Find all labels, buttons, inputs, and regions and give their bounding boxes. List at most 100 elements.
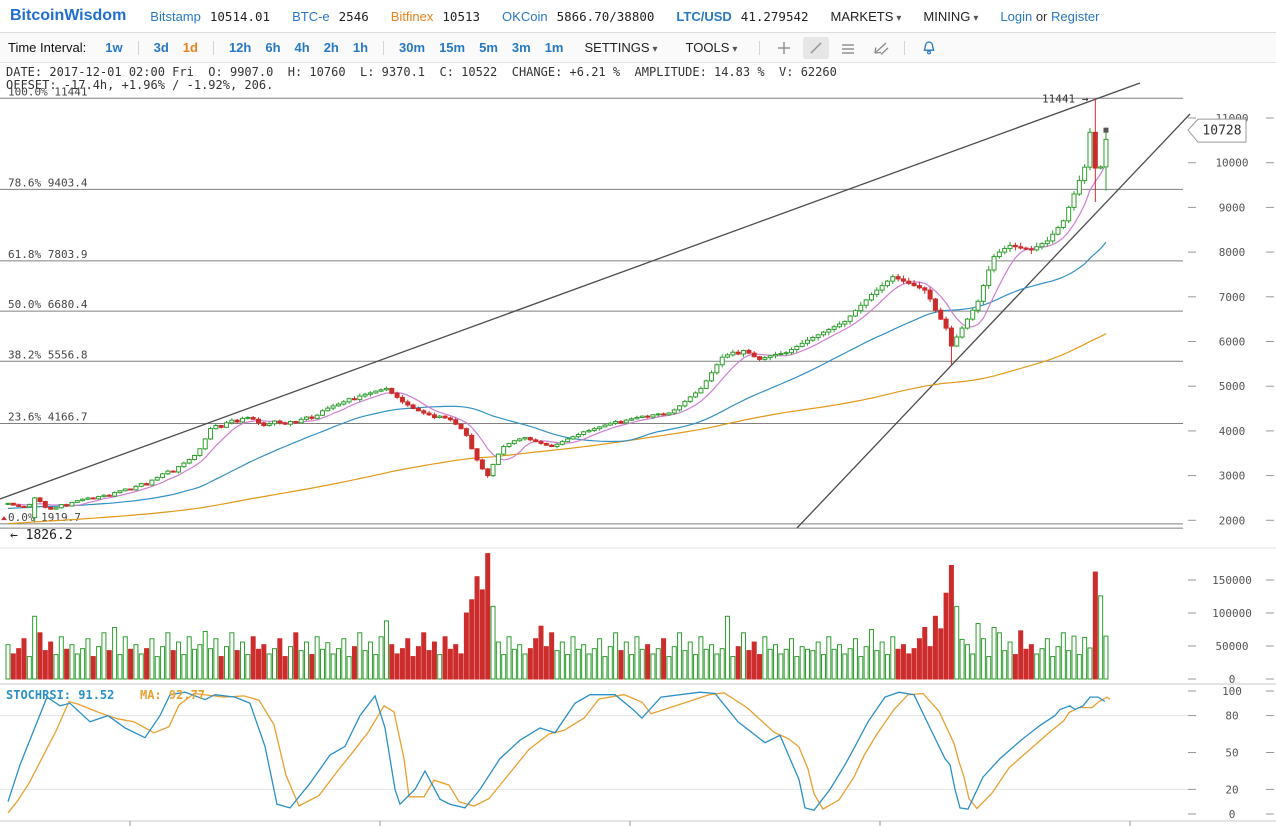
candle <box>1087 131 1093 168</box>
volume-bar <box>559 641 565 680</box>
volume-bar <box>874 650 880 680</box>
volume-bar <box>842 653 848 680</box>
price-axis-label: 7000 <box>1219 291 1246 304</box>
volume-bar <box>629 654 635 680</box>
volume-bar <box>725 615 731 680</box>
candle <box>1050 233 1056 242</box>
chart-toolbar: Time Interval: 1w 3d 1d 12h 6h 4h 2h 1h … <box>0 33 1276 63</box>
register-link[interactable]: Register <box>1051 8 1100 24</box>
interval-1w[interactable]: 1w <box>105 40 123 55</box>
interval-5m[interactable]: 5m <box>479 40 498 55</box>
volume-bar <box>852 638 858 680</box>
candle <box>1076 180 1082 195</box>
candle <box>181 462 187 468</box>
candle <box>431 414 437 418</box>
interval-12h[interactable]: 12h <box>228 40 252 55</box>
volume-bar <box>1082 636 1088 680</box>
candle <box>991 256 997 271</box>
candle <box>160 473 166 478</box>
candle <box>666 412 672 416</box>
volume-bar <box>42 650 48 680</box>
alert-bell-icon[interactable] <box>916 37 942 59</box>
candle <box>735 351 741 355</box>
volume-bar <box>1044 638 1050 680</box>
volume-bar <box>650 653 656 680</box>
candle <box>789 349 795 354</box>
price-axis-label: 8000 <box>1219 246 1246 259</box>
crosshair-icon[interactable] <box>771 37 797 59</box>
volume-bar <box>1092 571 1098 680</box>
interval-1d-active[interactable]: 1d <box>182 40 198 55</box>
candle <box>442 415 448 419</box>
volume-bar <box>266 653 272 680</box>
candle <box>954 336 960 347</box>
volume-bar <box>906 653 912 680</box>
candle <box>490 463 496 477</box>
fib-label: 78.6% 9403.4 <box>8 176 88 189</box>
candle <box>415 408 421 412</box>
interval-3m[interactable]: 3m <box>511 40 531 55</box>
volume-bar <box>154 656 160 680</box>
volume-bar <box>474 576 480 680</box>
volume-bar <box>85 638 91 680</box>
candle <box>714 364 720 374</box>
candle <box>293 421 299 424</box>
candle <box>42 501 48 508</box>
bitstamp-link[interactable]: Bitstamp <box>150 8 201 24</box>
chevron-down-icon: ▾ <box>652 44 658 55</box>
okcoin-link[interactable]: OKCoin <box>502 8 548 24</box>
volume-bar <box>1103 635 1109 680</box>
login-link[interactable]: Login <box>1000 8 1033 24</box>
candle <box>687 396 693 402</box>
interval-3d[interactable]: 3d <box>153 40 169 55</box>
bitfinex-link[interactable]: Bitfinex <box>390 8 434 24</box>
interval-1m[interactable]: 1m <box>544 40 564 55</box>
interval-30m[interactable]: 30m <box>399 40 426 55</box>
btce-link[interactable]: BTC-e <box>292 8 330 24</box>
volume-bar <box>122 636 128 680</box>
trendline[interactable] <box>796 113 1191 529</box>
horizontal-lines-icon[interactable] <box>835 37 861 59</box>
stochrsi-ma-line <box>7 692 1111 814</box>
tools-dropdown[interactable]: TOOLS ▾ <box>685 40 738 55</box>
volume-bar <box>932 615 938 680</box>
candle <box>69 501 75 507</box>
trendline-tool-icon[interactable] <box>803 36 830 59</box>
settings-dropdown[interactable]: SETTINGS ▾ <box>584 40 658 55</box>
volume-bar <box>831 648 837 680</box>
mining-menu[interactable]: MINING ▾ <box>923 8 979 24</box>
candle <box>325 407 331 412</box>
candle <box>261 422 267 427</box>
candle <box>863 299 869 306</box>
ltcusd-link[interactable]: LTC/USD <box>676 8 732 24</box>
candle <box>922 287 928 291</box>
interval-6h[interactable]: 6h <box>265 40 281 55</box>
candlestick-chart-canvas[interactable]: 100.0% 11441 78.6% 9403.4 61.8% 7803.9 50.0… <box>0 63 1276 826</box>
trendline[interactable] <box>0 82 1141 500</box>
volume-bar <box>602 656 608 680</box>
interval-2h[interactable]: 2h <box>323 40 339 55</box>
markets-menu[interactable]: MARKETS ▾ <box>830 8 902 24</box>
interval-4h[interactable]: 4h <box>294 40 310 55</box>
candle <box>810 336 816 341</box>
interval-15m[interactable]: 15m <box>439 40 466 55</box>
volume-bar <box>197 644 203 680</box>
candle <box>101 494 107 498</box>
candle <box>549 444 555 448</box>
volume-bar <box>1055 646 1061 680</box>
candle <box>37 497 43 503</box>
candle <box>730 351 736 356</box>
candle <box>725 354 731 358</box>
candle <box>389 387 395 394</box>
volume-bar <box>794 656 800 680</box>
brand-logo[interactable]: BitcoinWisdom <box>10 7 127 24</box>
candle <box>826 328 832 333</box>
interval-1h[interactable]: 1h <box>352 40 369 55</box>
arrow-tool-icon[interactable] <box>867 37 893 59</box>
peak-annotation: 11441 → <box>1042 92 1089 105</box>
ma-fast-line <box>8 163 1107 507</box>
chart-area[interactable]: DATE: 2017-12-01 02:00 Fri O: 9907.0 H: … <box>0 63 1276 826</box>
volume-bar <box>181 654 187 680</box>
divider <box>137 40 139 55</box>
candle <box>741 349 747 355</box>
